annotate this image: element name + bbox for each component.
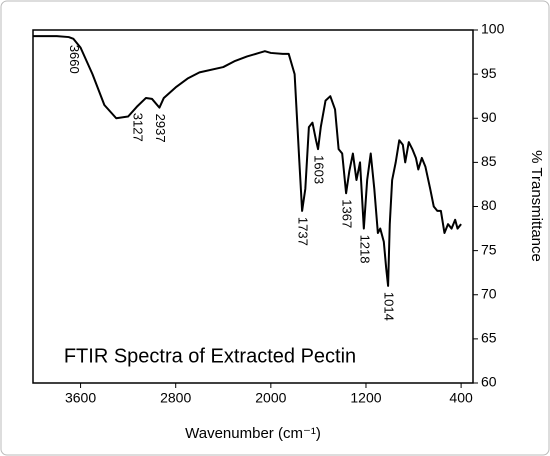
peak-label: 3127 [130, 113, 145, 142]
y-tick-label: 80 [481, 197, 497, 213]
x-tick-label: 2000 [255, 390, 286, 406]
peak-label: 1737 [296, 217, 311, 246]
y-tick-label: 60 [481, 374, 497, 390]
y-tick-label: 75 [481, 241, 497, 257]
y-tick-label: 100 [481, 21, 505, 37]
y-tick-label: 95 [481, 65, 497, 81]
y-tick-label: 90 [481, 109, 497, 125]
y-tick-label: 70 [481, 285, 497, 301]
peak-label: 3660 [67, 45, 82, 74]
spectrum-line [33, 35, 462, 287]
peak-label: 1367 [340, 199, 355, 228]
peak-label: 1603 [312, 155, 327, 184]
y-tick-label: 85 [481, 153, 497, 169]
x-tick-label: 3600 [65, 390, 96, 406]
x-tick-label: 400 [449, 390, 473, 406]
peak-label: 1014 [382, 292, 397, 321]
y-tick-label: 65 [481, 330, 497, 346]
x-tick-label: 1200 [350, 390, 381, 406]
peak-label: 1218 [357, 235, 372, 264]
chart-title: FTIR Spectra of Extracted Pectin [64, 345, 356, 367]
y-axis-label: % Transmittance [528, 150, 545, 262]
x-axis-label: Wavenumber (cm⁻¹) [185, 425, 321, 442]
x-tick-label: 2800 [160, 390, 191, 406]
peak-label: 2937 [153, 114, 168, 143]
